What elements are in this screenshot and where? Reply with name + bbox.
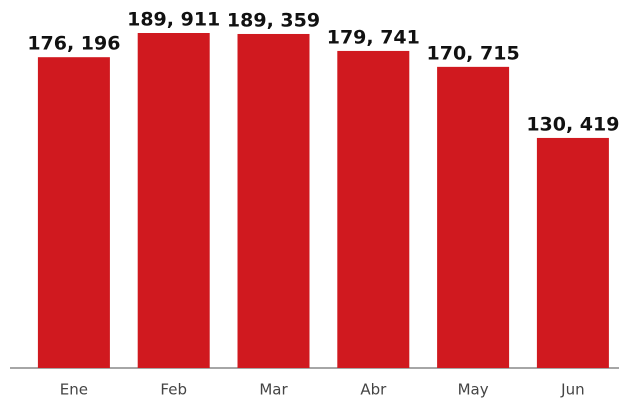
bar [437, 66, 510, 368]
bar [337, 50, 410, 368]
x-tick-label: Mar [259, 381, 288, 399]
x-tick-label: Ene [60, 381, 88, 399]
x-tick-label: Feb [160, 381, 187, 399]
value-label: 189, 359 [227, 9, 320, 31]
bar [536, 137, 609, 368]
bar [37, 57, 110, 368]
x-tick-label: Abr [360, 381, 387, 399]
x-tick-label: May [458, 381, 489, 399]
bar [237, 33, 310, 368]
x-tick-label: Jun [560, 381, 584, 399]
value-label: 189, 911 [127, 9, 220, 31]
value-label: 170, 715 [427, 42, 520, 64]
value-label: 179, 741 [327, 26, 420, 48]
value-label: 176, 196 [27, 33, 120, 55]
value-label: 130, 419 [526, 113, 619, 135]
bar [137, 33, 210, 368]
